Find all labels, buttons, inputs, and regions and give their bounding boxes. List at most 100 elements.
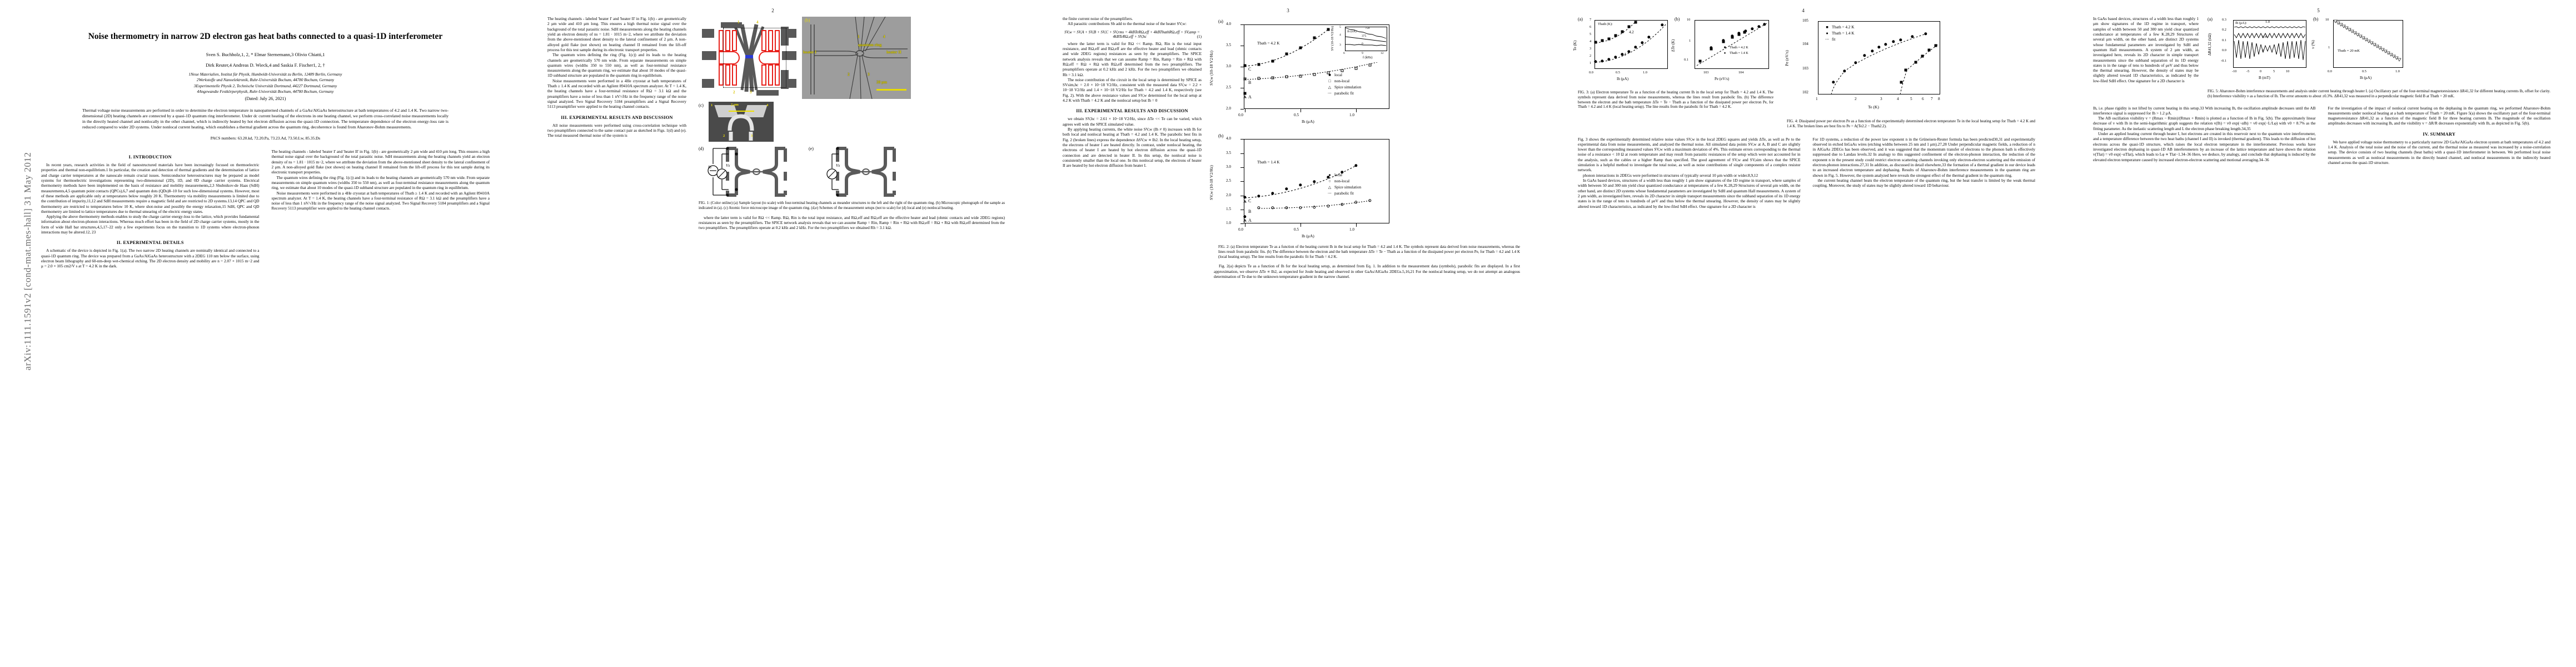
terminal-label-2: 2 [848, 72, 850, 77]
filled-circle-icon: ● [1723, 52, 1726, 56]
x-tick: 5 [1910, 97, 1912, 101]
inset-x-axis-label: f (kHz) [1363, 56, 1373, 59]
fit-curves [1244, 165, 1371, 209]
x-axis-label: B (mT) [2259, 76, 2270, 80]
equation-1: SV,w = SV,A + SV,B + SV,C + SV,rms = 4kB… [1063, 30, 1202, 39]
legend-label: local [1334, 172, 1342, 177]
figure-panel-label-a: (a) [1218, 19, 1223, 24]
paragraph: The noise contribution of the circuit in… [1063, 77, 1202, 103]
paragraph: where the latter term is valid for RΩ <<… [1063, 41, 1202, 77]
figure-4-legend: ■ Tbath = 4.2 K ● Tbath = 1.4 K ⋯ fit [1825, 24, 1854, 43]
y-tick: 0.1 [1684, 58, 1688, 62]
y-tick: 2.0 [1226, 193, 1231, 197]
legend-label: Tbath = 4.2 K [1730, 46, 1748, 50]
paragraph: The quantum wires defining the ring (Fig… [547, 53, 686, 78]
page-number: 5 [2317, 8, 2320, 13]
heater-1-label: heater I [803, 50, 817, 54]
paragraph: phonon interactions in 2DEGs were perfor… [1583, 173, 1758, 178]
filled-square-icon: ■ [1723, 46, 1726, 50]
paragraph: The AB oscillation visibility v = (Rmax … [2093, 116, 2316, 131]
legend-item: ● Tbath = 1.4 K [1825, 31, 1854, 37]
y-tick: 4.0 [1226, 136, 1231, 141]
page-number: 3 [1287, 8, 1289, 13]
page4-column-left: Fig. 3 shows the experimentally determin… [1578, 137, 1801, 210]
x-tick: 8 [1938, 97, 1940, 101]
affiliation-1: 1Neue Materialien, Institut für Physik, … [188, 72, 342, 77]
paragraph: In GaAs based devices, structures of a w… [2093, 17, 2199, 83]
paragraph: Fig. 2(a) depicts Te as a function of Ih… [1214, 264, 1520, 279]
legend-item: ● local [1327, 172, 1361, 178]
figure-panel-label-a: (a) [1578, 17, 1583, 22]
figure-5-caption: FIG. 5: Aharonov-Bohm interference measu… [2208, 89, 2550, 98]
y-tick: 4.0 [1226, 22, 1231, 26]
paragraph: the finite current noise of the preampli… [1063, 17, 1133, 21]
scalebar-label-2um: 2 μm [731, 103, 739, 107]
legend-label: Spice simulation [1334, 84, 1362, 89]
scalebar-label-20um: 20 μm [876, 80, 888, 84]
y-tick: 1.5 [1226, 207, 1231, 211]
figure-2-block: (a) 2.0 2.5 3.0 3.5 4.0 [1209, 17, 1520, 653]
x-tick: 0.5 [1294, 113, 1299, 117]
pacs-numbers: PACS numbers: 63.20.kd, 72.20.Pa, 73.23.… [210, 136, 321, 141]
filled-circle-icon: ● [1328, 172, 1331, 177]
etch-lines [810, 17, 908, 99]
sample-micrograph: (b) [802, 17, 911, 99]
x-axis-label: Te (K) [1868, 104, 1879, 109]
x-tick: 7 [1931, 97, 1933, 101]
section-heading-summary: IV. SUMMARY [2423, 131, 2456, 137]
y-tick: 1 [1689, 39, 1691, 43]
x-tick: 1.0 [1349, 227, 1354, 232]
legend-item: △ Spice simulation [1327, 185, 1361, 191]
figure-3-block: (a) 7 6 5 4 3 2 1 0.0 0.5 1.0 I [1573, 17, 1773, 115]
open-circle-icon: ○ [1328, 178, 1331, 183]
y-tick: 3.0 [1226, 64, 1231, 68]
figure-panel-label-d: (d) [699, 146, 704, 151]
open-triangle-icon: △ [1328, 185, 1332, 190]
y-tick: 1 [1590, 61, 1592, 65]
paragraph: the current heating channel heats the el… [1812, 178, 2036, 188]
page-number: 4 [1802, 8, 1805, 13]
local-setup-drawing [707, 147, 787, 197]
figure-panel-label-e: (e) [809, 146, 814, 151]
annotation-tbath: Tbath = 1.4 K [1257, 160, 1280, 165]
y-axis-label: SV,w (10-18 V2/Hz) [1208, 165, 1214, 200]
open-square-icon: □ [1328, 78, 1331, 83]
point-label-a: A [1248, 218, 1252, 223]
sample-layout-diagram: 1 4 2 3 [699, 17, 800, 99]
page5-column-right: For the investigation of the impact of n… [2328, 106, 2551, 166]
figure-3-panel-b: (b) 10 1 0.1 103 104 Pe (eV/s) ΔTe (K) [1671, 17, 1772, 88]
paragraph: By applying heating currents, the white … [1063, 127, 1202, 168]
paragraph: The quantum wires defining the ring (Fig… [271, 175, 490, 191]
legend-label: non-local [1334, 178, 1350, 183]
x-axis-label: Ih (μA) [1617, 77, 1629, 81]
figure-panel-label-a: (a) [2208, 17, 2213, 22]
x-tick: -10 [2232, 69, 2237, 73]
y-tick: 1 [2328, 46, 2330, 49]
legend-item: △ Spice simulation [1327, 84, 1361, 91]
x-axis-label: Ih (μA) [2360, 76, 2372, 80]
open-triangle-icon: △ [1328, 84, 1332, 89]
voltmeter-label: Vx [726, 163, 730, 168]
section-heading-results: III. EXPERIMENTAL RESULTS AND DISCUSSION [1076, 108, 1188, 114]
terminal-label-3: 3 [750, 90, 752, 94]
y-axis-label: SV,w (10-18 V2/Hz) [1208, 51, 1214, 86]
paragraph: Noise measurements were performed in a 4… [271, 191, 490, 211]
point-label-b: B [1248, 80, 1252, 85]
section-heading-experimental: II. EXPERIMENTAL DETAILS [116, 240, 184, 246]
terminal-label-4: 4 [756, 20, 759, 24]
x-tick: 0.0 [1238, 227, 1243, 232]
x-tick: 0.0 [1589, 71, 1593, 74]
y-tick: 2.5 [1226, 85, 1231, 89]
dated-line: (Dated: July 26, 2021) [245, 96, 286, 101]
figure-panel-label-b: (b) [1218, 133, 1224, 138]
x-tick: 1 [1816, 97, 1818, 101]
quantum-ring-label: quantum ring [858, 43, 882, 47]
point-label-b: B [1248, 209, 1252, 214]
paragraph: where the latter term is valid for RΩ <<… [699, 215, 1005, 231]
page-1: arXiv:1111.1591v2 [cond-mat.mes-hall] 31… [0, 0, 515, 667]
y-tick: 2.5 [1226, 178, 1231, 183]
legend-item: ● Tbath = 1.4 K [1722, 51, 1748, 57]
x-tick: 104 [1738, 71, 1744, 74]
figure-panel-label-b: (b) [1675, 17, 1680, 22]
paragraph: In recent years, research activities in … [41, 163, 260, 214]
